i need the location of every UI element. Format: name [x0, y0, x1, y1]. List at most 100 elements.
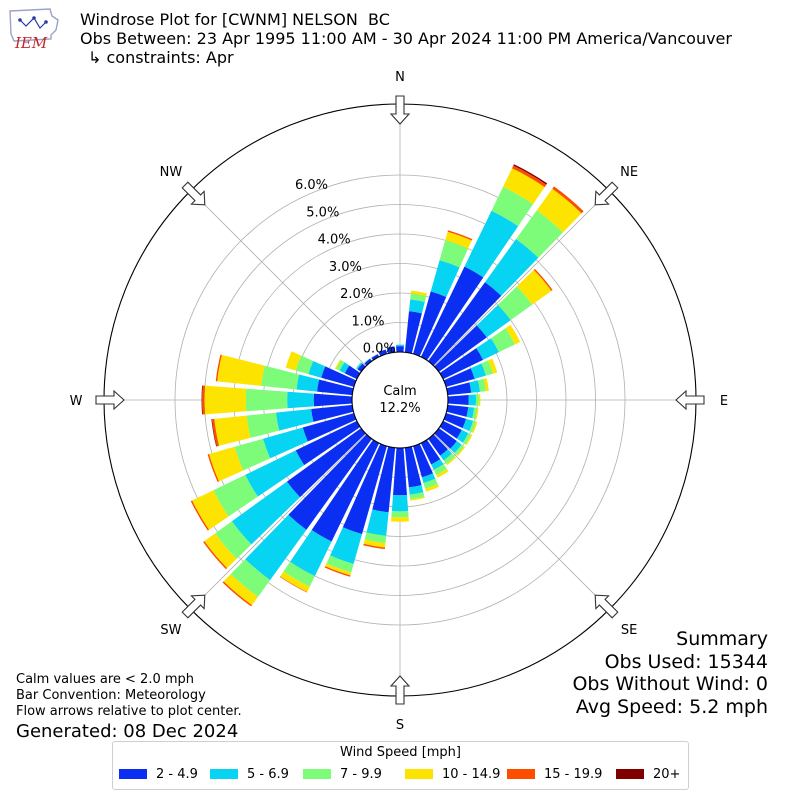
flow-arrow-icon: [594, 181, 619, 206]
note-flow-arrows: Flow arrows relative to plot center.: [16, 704, 242, 719]
wind-bar-segment: [342, 443, 387, 535]
wind-bar-segment: [456, 429, 469, 443]
wind-bar-segment: [477, 378, 486, 392]
wind-bar-segment: [230, 559, 271, 597]
wind-bar-segment: [421, 473, 436, 484]
radial-tick-label: 3.0%: [329, 260, 362, 275]
obs-between: Obs Between: 23 Apr 1995 11:00 AM - 30 A…: [80, 29, 732, 48]
wind-bar-segment: [231, 481, 301, 545]
wind-bar-segment: [286, 428, 366, 498]
wind-bar-segment: [497, 286, 533, 321]
direction-label-sw: SW: [160, 623, 181, 638]
wind-bar-segment: [395, 344, 405, 347]
wind-bar-segment: [428, 434, 448, 456]
wind-bar-segment: [443, 413, 467, 429]
flow-arrow-icon: [594, 594, 619, 619]
calm-circle: [351, 351, 449, 449]
wind-bar-segment: [245, 450, 305, 497]
wind-bar-segment: [245, 388, 288, 412]
wind-bar-segment: [413, 291, 447, 357]
calm-value: 12.2%: [379, 401, 420, 416]
wind-bar-segment: [366, 509, 389, 536]
iowa-state-outline: [9, 8, 59, 42]
wind-bar-segment: [413, 443, 433, 478]
wind-bar-segment: [536, 188, 582, 233]
summary: Summary Obs Used: 15344 Obs Without Wind…: [572, 628, 768, 718]
wind-bar-segment: [344, 365, 361, 380]
legend: Wind Speed [mph] 2 - 4.9 5 - 6.9 7 - 9.9 10…: [112, 741, 689, 790]
wind-bar-segment: [391, 517, 409, 522]
wind-bar-segment: [364, 532, 387, 544]
wind-bar-segment: [505, 324, 521, 345]
radial-tick-label: 4.0%: [318, 233, 351, 248]
wind-bar-segment: [355, 362, 362, 369]
wind-bar-segment: [450, 441, 462, 454]
wind-bar-segment: [283, 561, 315, 587]
flow-arrow-icon: [389, 675, 411, 705]
wind-bar-segment: [439, 420, 462, 439]
direction-label-ne: NE: [620, 165, 638, 180]
direction-label-n: N: [395, 70, 405, 85]
wind-bar-segment: [434, 428, 457, 449]
wind-bar-segment: [214, 415, 251, 446]
grid-spoke: [190, 433, 367, 610]
wind-bar-segment: [443, 453, 456, 465]
wind-bar-segment: [245, 514, 307, 581]
wind-bar-segment: [456, 446, 466, 457]
wind-bar-segment: [446, 404, 469, 417]
wind-bar-segment: [533, 268, 553, 291]
wind-bar-segment: [279, 576, 308, 593]
wind-bar-segment: [330, 527, 363, 564]
wind-bar-segment: [475, 407, 479, 420]
wind-bar-segment: [211, 419, 217, 447]
flow-arrow-icon: [181, 181, 206, 206]
wind-bar-segment: [391, 494, 409, 512]
wind-bar-segment: [431, 459, 444, 470]
note-bar-convention: Bar Convention: Meteorology: [16, 688, 206, 703]
wind-bar-segment: [440, 449, 452, 461]
grid-spoke: [190, 190, 367, 367]
wind-bar-segment: [446, 456, 457, 466]
wind-bar-segment: [335, 359, 342, 370]
wind-bar-segment: [552, 186, 584, 214]
wind-bar-segment: [290, 529, 332, 577]
wind-bar-segment: [423, 478, 438, 489]
flow-arrow-icon: [181, 594, 206, 619]
legend-title: Wind Speed [mph]: [340, 745, 461, 760]
wind-bar-segment: [357, 363, 366, 372]
wind-bar-segment: [475, 394, 479, 406]
wind-bar-segment: [391, 511, 409, 518]
legend-swatch: [405, 768, 433, 779]
direction-label-se: SE: [621, 623, 637, 638]
wind-bar-segment: [215, 354, 222, 382]
legend-swatch: [507, 768, 535, 779]
wind-bar-segment: [204, 385, 247, 415]
wind-bar-segment: [464, 210, 519, 278]
legend-label: 15 - 19.9: [544, 767, 603, 782]
direction-label-s: S: [396, 718, 404, 733]
wind-bar-segment: [454, 444, 465, 456]
wind-bar-segment: [443, 368, 475, 387]
wind-bar-segment: [311, 439, 380, 542]
wind-bar-segment: [439, 348, 484, 380]
wind-bar-segment: [491, 186, 534, 227]
wind-bar-segment: [261, 365, 300, 390]
wind-bar-segment: [287, 391, 314, 409]
chart-header: Windrose Plot for [CWNM] NELSON BC Obs B…: [80, 10, 732, 67]
wind-bar-segment: [325, 563, 352, 576]
wind-bar-segment: [465, 434, 473, 446]
wind-bar-segment: [410, 496, 425, 501]
flow-arrows: [95, 95, 705, 705]
wind-bar-segment: [211, 418, 220, 447]
summary-title: Summary: [676, 628, 768, 650]
legend-item: 20+: [616, 767, 680, 783]
flow-arrow-icon: [389, 95, 411, 125]
wind-bar-segment: [445, 231, 472, 249]
wind-bar-segment: [317, 379, 354, 396]
wind-bar-segment: [481, 360, 494, 376]
wind-bar-segment: [364, 358, 372, 366]
wind-bar-segment: [485, 239, 539, 296]
summary-obs-used: Obs Used: 15344: [604, 650, 768, 673]
wind-bar-segment: [372, 446, 396, 513]
wind-bar-segment: [410, 293, 427, 302]
